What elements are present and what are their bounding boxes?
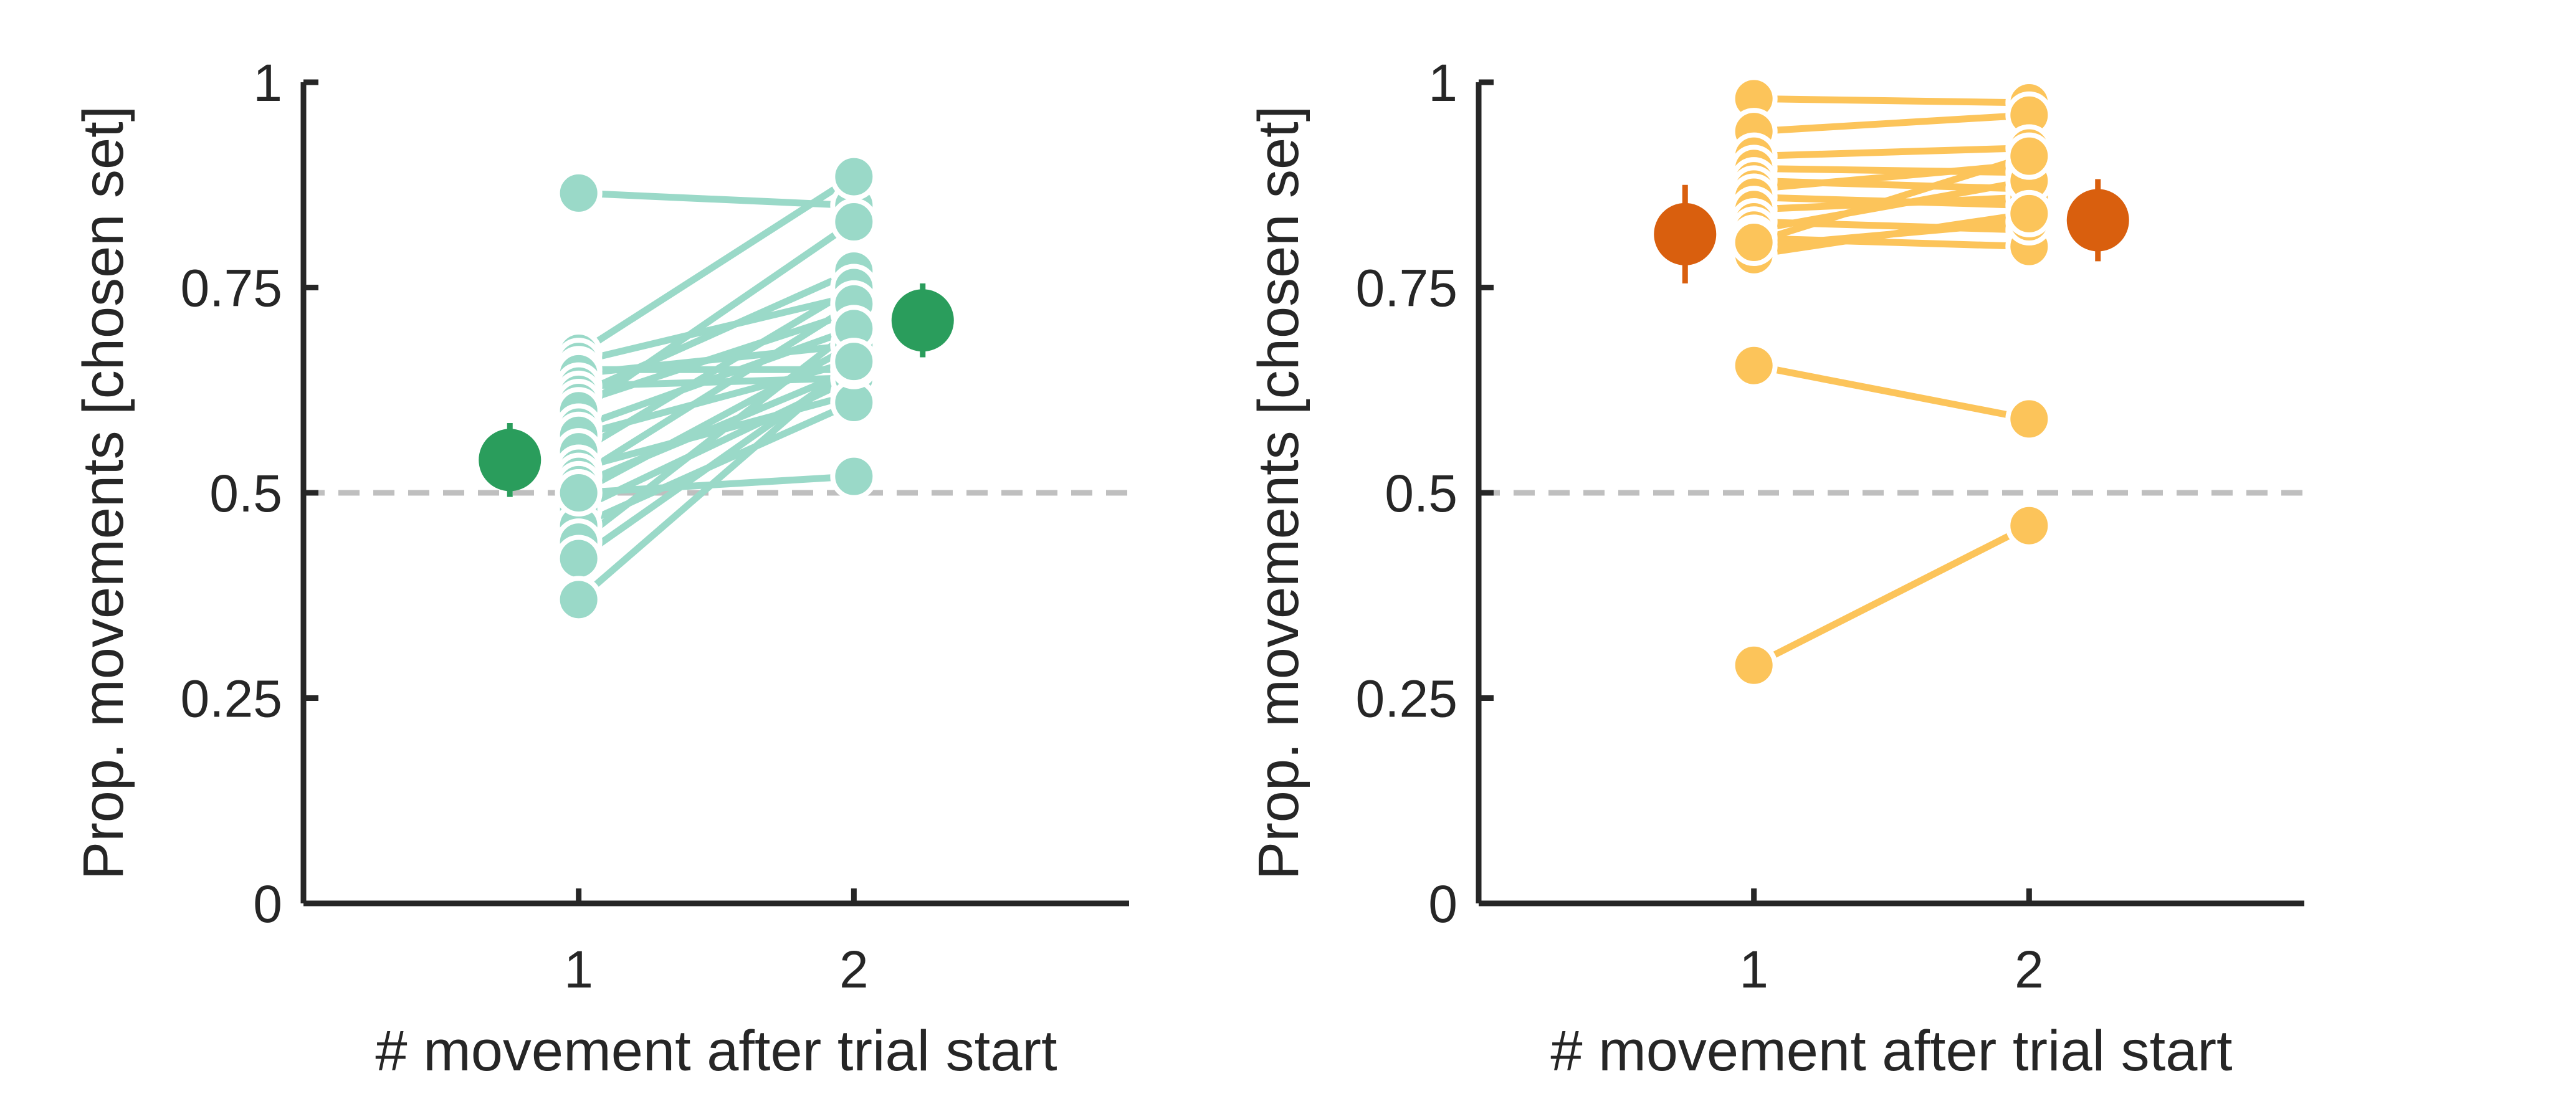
right-y-tick-label-0: 0 [1428, 875, 1457, 933]
left-pair-line-15 [575, 341, 857, 497]
right-pair-line-2 [1750, 144, 2033, 160]
left-pair-line-9 [575, 325, 857, 431]
left-point-20-2 [830, 452, 878, 500]
right-point-12-2 [2005, 189, 2053, 237]
left-pair-line-11 [575, 284, 857, 455]
right-x-tick-label-0: 1 [1739, 940, 1768, 999]
left-y-tick-label-4: 1 [253, 54, 282, 112]
right-point-15-1 [1730, 641, 1778, 689]
right-axes-layer: 0 0.25 0.5 0.75 1 1 2 [1356, 54, 2304, 999]
right-pair-line-1 [1750, 112, 2033, 135]
right-mean-point-0 [1654, 202, 1717, 265]
right-y-axis-title: Prop. movements [chosen set] [1247, 106, 1310, 880]
right-pair-line-15 [1750, 522, 2033, 669]
left-point-8-2 [830, 198, 878, 246]
left-mean-point-1 [891, 289, 954, 352]
left-x-tick-label-1: 2 [839, 940, 869, 999]
left-mean-point-0 [479, 429, 541, 492]
left-y-axis-title: Prop. movements [chosen set] [72, 106, 135, 880]
right-y-tick-label-3: 0.75 [1356, 259, 1458, 318]
left-x-axis-title: # movement after trial start [375, 1019, 1057, 1083]
right-pair-line-13 [1750, 153, 2033, 246]
left-data-layer [303, 153, 1129, 624]
right-y-tick-label-2: 0.5 [1385, 464, 1457, 523]
left-point-1-2 [830, 153, 878, 201]
left-pair-line-8 [575, 218, 857, 414]
right-point-13-2 [2005, 132, 2053, 180]
left-y-tick-label-1: 0.25 [181, 670, 283, 728]
right-point-13-1 [1730, 219, 1778, 267]
left-point-0-1 [555, 169, 603, 217]
left-y-tick-label-2: 0.5 [209, 464, 282, 523]
right-pair-line-0 [1750, 95, 2033, 107]
left-x-tick-label-0: 1 [564, 940, 593, 999]
right-point-14-1 [1730, 341, 1778, 389]
left-y-tick-label-0: 0 [253, 875, 282, 933]
right-data-layer [1479, 75, 2304, 689]
left-panel: 0 0.25 0.5 0.75 1 1 2 # movement after trial s… [72, 54, 1129, 1083]
right-y-tick-label-1: 0.25 [1356, 670, 1458, 728]
right-point-14-2 [2005, 395, 2053, 443]
left-pair-line-2 [575, 292, 857, 365]
left-pair-line-13 [575, 300, 857, 480]
left-point-21-2 [830, 338, 878, 386]
left-pair-line-21 [575, 358, 857, 603]
left-point-20-1 [555, 469, 603, 516]
left-pair-line-18 [575, 325, 857, 546]
right-point-15-2 [2005, 502, 2053, 550]
right-y-tick-label-4: 1 [1428, 54, 1457, 112]
left-pair-line-7 [575, 308, 857, 406]
right-pair-line-12 [1750, 210, 2033, 259]
right-pair-line-14 [1750, 362, 2033, 422]
left-point-21-1 [555, 576, 603, 624]
right-panel: 0 0.25 0.5 0.75 1 1 2 # movement after trial s… [1247, 54, 2304, 1083]
right-x-tick-label-1: 2 [2015, 940, 2044, 999]
left-axes-layer: 0 0.25 0.5 0.75 1 1 2 [181, 54, 1129, 999]
right-x-axis-title: # movement after trial start [1550, 1019, 2232, 1083]
left-pair-line-6 [575, 267, 857, 398]
left-y-tick-label-3: 0.75 [181, 259, 283, 318]
left-point-19-1 [555, 535, 603, 583]
right-mean-point-1 [2066, 189, 2129, 252]
left-pair-line-1 [575, 173, 857, 357]
right-pair-line-9 [1750, 177, 2033, 234]
